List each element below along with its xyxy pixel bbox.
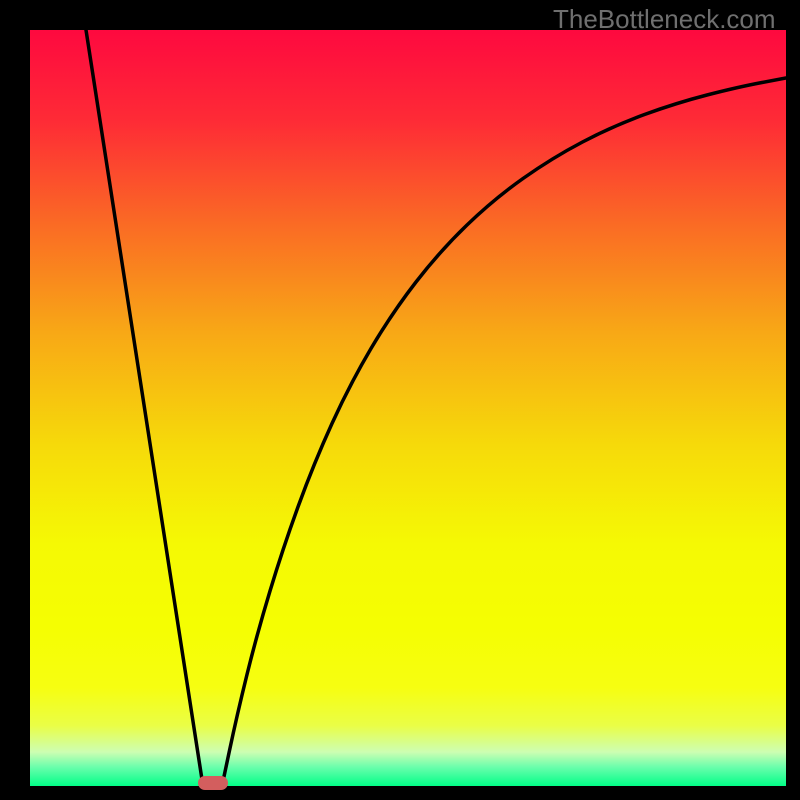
plot-area <box>30 30 786 786</box>
chart-container: TheBottleneck.com <box>0 0 800 800</box>
watermark-text: TheBottleneck.com <box>553 4 776 35</box>
optimal-marker <box>198 776 228 790</box>
curve-svg <box>30 30 786 786</box>
